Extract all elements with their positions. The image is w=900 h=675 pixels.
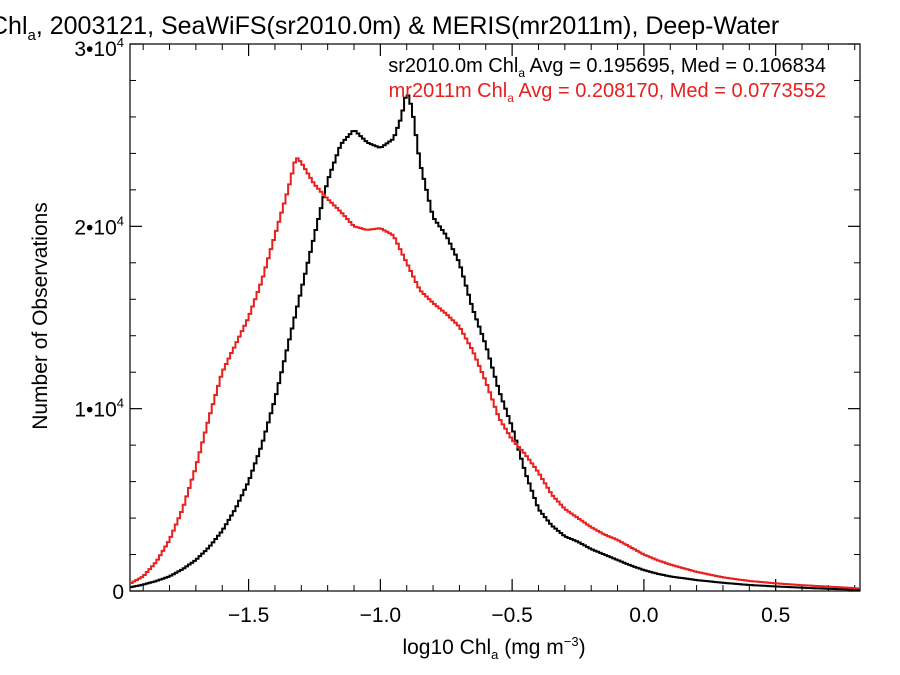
series-lines [130, 94, 860, 591]
series-line-mr2011m [130, 157, 860, 590]
x-tick-label-2: −0.5 [491, 604, 532, 627]
x-axis-label: log10 Chla (mg m−3) [402, 634, 585, 662]
y-tick-label-1: 1•104 [74, 396, 124, 422]
x-tick-label-3: 0.0 [629, 604, 658, 627]
x-tick-label-4: 0.5 [761, 604, 790, 627]
series-line-sr2010.0m [130, 94, 860, 591]
x-label-sup: −3 [564, 634, 579, 649]
x-tick-label-1: −1.0 [360, 604, 401, 627]
x-axis: −1.5 −1.0 −0.5 0.0 0.5 [142, 44, 856, 627]
x-tick-label-0: −1.5 [228, 604, 269, 627]
legend-1-pre: mr2011m Chl [389, 80, 508, 102]
legend-0-sub: a [518, 66, 525, 80]
plot-frame [129, 43, 861, 592]
chart-title-sub: a [28, 27, 37, 44]
chart-title-post: , 2003121, SeaWiFS(sr2010.0m) & MERIS(mr… [36, 12, 779, 40]
y-axis: 0 1•104 2•104 3•104 [74, 35, 860, 604]
legend-0-post: Avg = 0.195695, Med = 0.106834 [525, 55, 826, 77]
legend-1-sub: a [507, 91, 514, 105]
legend-1-post: Avg = 0.208170, Med = 0.0773552 [514, 80, 826, 102]
y-axis-label: Number of Observations [29, 202, 52, 430]
x-label-post: ) [579, 636, 586, 659]
x-label-mid: (mg m [498, 636, 563, 659]
chart-title: Chla, 2003121, SeaWiFS(sr2010.0m) & MERI… [0, 12, 779, 44]
chart-title-pre: Chl [0, 12, 28, 40]
legend-entry-sr2010: sr2010.0m Chla Avg = 0.195695, Med = 0.1… [388, 55, 826, 80]
x-label-sub: a [491, 647, 499, 662]
y-tick-label-3: 3•104 [74, 35, 124, 61]
y-tick-label-2: 2•104 [74, 213, 124, 239]
legend-entry-mr2011: mr2011m Chla Avg = 0.208170, Med = 0.077… [389, 80, 826, 105]
y-tick-label-0: 0 [112, 581, 124, 604]
legend-0-pre: sr2010.0m Chl [388, 55, 518, 77]
plot-area [129, 43, 861, 592]
x-label-pre: log10 Chl [402, 636, 491, 659]
